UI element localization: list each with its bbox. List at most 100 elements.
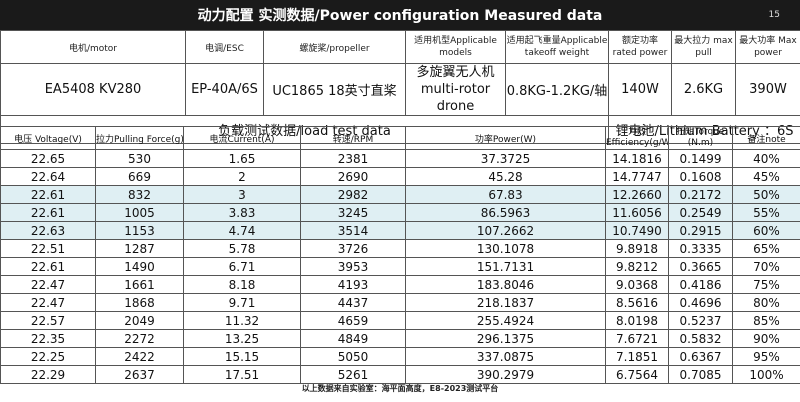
table-cell: 3.83 [183, 203, 301, 222]
table-cell: 0.1499 [668, 149, 733, 168]
table-cell: 4659 [300, 311, 406, 330]
table-cell: 14.1816 [605, 149, 669, 168]
table-cell: 255.4924 [405, 311, 606, 330]
table-cell: 60% [732, 221, 800, 240]
table-cell: 22.61 [0, 203, 96, 222]
page-number: 15 [768, 10, 780, 20]
table-cell: 4849 [300, 329, 406, 348]
column-header: 拉力Pulling Force(g) [95, 126, 184, 150]
table-cell: 40% [732, 149, 800, 168]
table-cell: 0.5832 [668, 329, 733, 348]
spec-value-rated-power: 140W [608, 63, 672, 116]
table-cell: 7.1851 [605, 347, 669, 366]
table-cell: 183.8046 [405, 275, 606, 294]
table-cell: 5050 [300, 347, 406, 366]
spec-value-max-pull: 2.6KG [671, 63, 736, 116]
table-cell: 22.29 [0, 365, 96, 384]
table-cell: 22.61 [0, 257, 96, 276]
spec-header-max-power: 最大功率 Max power [735, 30, 800, 64]
spec-value-motor: EA5408 KV280 [0, 63, 186, 116]
spec-value-propeller: UC1865 18英寸直桨 [263, 63, 406, 116]
table-cell: 80% [732, 293, 800, 312]
table-cell: 67.83 [405, 185, 606, 204]
table-row: 22.47 1661 8.18 4193 183.8046 9.0368 0.4186 75% [0, 275, 800, 294]
table-cell: 22.35 [0, 329, 96, 348]
table-cell: 9.8918 [605, 239, 669, 258]
load-test-table: 电压 Voltage(V) 拉力Pulling Force(g) 电流Curre… [0, 126, 800, 384]
table-cell: 8.5616 [605, 293, 669, 312]
table-cell: 22.65 [0, 149, 96, 168]
table-cell: 1.65 [183, 149, 301, 168]
spec-header-models: 适用机型Applicable models [405, 30, 506, 64]
table-cell: 130.1078 [405, 239, 606, 258]
footer: 以上数据来自实验室：海平面高度，E8-2023测试平台 [0, 372, 800, 402]
table-cell: 2422 [95, 347, 184, 366]
table-cell: 3726 [300, 239, 406, 258]
page-title: 动力配置 实测数据/Power configuration Measured d… [197, 8, 603, 24]
table-cell: 2690 [300, 167, 406, 186]
table-row: 22.35 2272 13.25 4849 296.1375 7.6721 0.5832 90… [0, 329, 800, 348]
table-cell: 95% [732, 347, 800, 366]
table-cell: 37.3725 [405, 149, 606, 168]
table-row: 22.61 832 3 2982 67.83 12.2660 0.2172 50% [0, 185, 800, 204]
spec-header-rated-power: 额定功率 rated power [608, 30, 672, 64]
spec-value-row: EA5408 KV280 EP-40A/6S UC1865 18英寸直桨 多旋翼… [0, 63, 800, 116]
table-cell: 75% [732, 275, 800, 294]
table-cell: 10.7490 [605, 221, 669, 240]
spec-header-max-pull: 最大拉力 max pull [671, 30, 736, 64]
table-cell: 218.1837 [405, 293, 606, 312]
table-cell: 337.0875 [405, 347, 606, 366]
table-cell: 85% [732, 311, 800, 330]
table-row: 22.61 1490 6.71 3953 151.7131 9.8212 0.3665 70% [0, 257, 800, 276]
table-cell: 11.32 [183, 311, 301, 330]
table-cell: 22.57 [0, 311, 96, 330]
table-cell: 50% [732, 185, 800, 204]
table-cell: 4437 [300, 293, 406, 312]
table-cell: 90% [732, 329, 800, 348]
table-cell: 13.25 [183, 329, 301, 348]
table-cell: 4193 [300, 275, 406, 294]
table-cell: 1490 [95, 257, 184, 276]
table-cell: 9.0368 [605, 275, 669, 294]
table-cell: 3245 [300, 203, 406, 222]
table-cell: 14.7747 [605, 167, 669, 186]
table-cell: 2049 [95, 311, 184, 330]
table-row: 22.65 530 1.65 2381 37.3725 14.1816 0.1499 40% [0, 149, 800, 168]
table-cell: 22.63 [0, 221, 96, 240]
table-cell: 3953 [300, 257, 406, 276]
table-cell: 4.74 [183, 221, 301, 240]
table-cell: 2982 [300, 185, 406, 204]
table-cell: 669 [95, 167, 184, 186]
table-cell: 3 [183, 185, 301, 204]
table-cell: 5.78 [183, 239, 301, 258]
table-cell: 832 [95, 185, 184, 204]
table-row: 22.61 1005 3.83 3245 86.5963 11.6056 0.2549 55% [0, 203, 800, 222]
table-row: 22.29 2637 17.51 5261 390.2979 6.7564 0.7085 10… [0, 365, 800, 384]
table-cell: 6.7564 [605, 365, 669, 384]
table-row: 22.57 2049 11.32 4659 255.4924 8.0198 0.5237 85… [0, 311, 800, 330]
spec-value-models: 多旋翼无人机 multi-rotor drone [405, 63, 506, 116]
column-header: 转速/RPM [300, 126, 406, 150]
table-cell: 1661 [95, 275, 184, 294]
table-cell: 45.28 [405, 167, 606, 186]
table-cell: 100% [732, 365, 800, 384]
table-cell: 0.5237 [668, 311, 733, 330]
table-cell: 0.7085 [668, 365, 733, 384]
table-cell: 17.51 [183, 365, 301, 384]
table-cell: 107.2662 [405, 221, 606, 240]
table-cell: 22.61 [0, 185, 96, 204]
table-cell: 22.51 [0, 239, 96, 258]
table-cell: 9.8212 [605, 257, 669, 276]
table-cell: 2381 [300, 149, 406, 168]
spec-header-motor: 电机/motor [0, 30, 186, 64]
table-cell: 0.1608 [668, 167, 733, 186]
table-cell: 1868 [95, 293, 184, 312]
spec-header-row: 电机/motor 电调/ESC 螺旋桨/propeller 适用机型Applic… [0, 30, 800, 64]
table-row: 22.51 1287 5.78 3726 130.1078 9.8918 0.3335 65% [0, 239, 800, 258]
table-cell: 15.15 [183, 347, 301, 366]
title-bar: 动力配置 实测数据/Power configuration Measured d… [0, 0, 800, 30]
table-cell: 151.7131 [405, 257, 606, 276]
table-cell: 296.1375 [405, 329, 606, 348]
table-cell: 0.2915 [668, 221, 733, 240]
column-header: 备注note [732, 126, 800, 150]
